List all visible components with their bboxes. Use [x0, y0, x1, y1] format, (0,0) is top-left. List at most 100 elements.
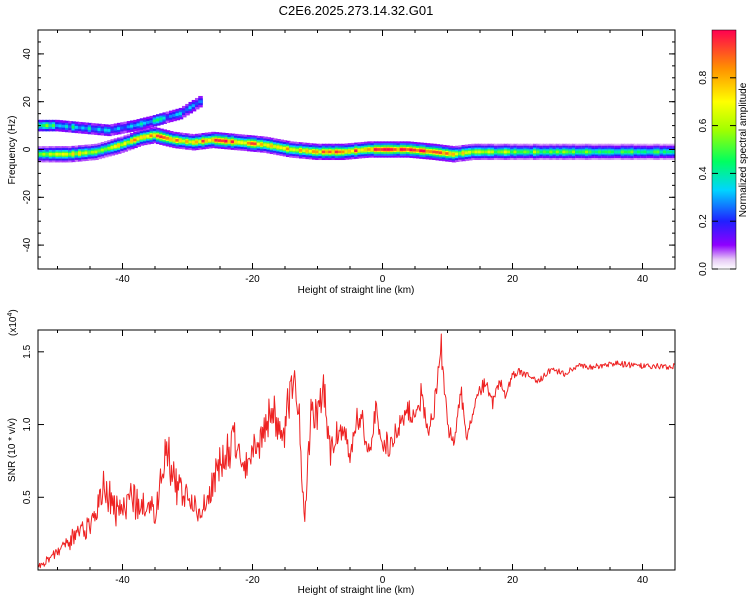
heatmap-cell	[178, 112, 184, 116]
heatmap-cell	[497, 150, 502, 154]
heatmap-cell	[227, 140, 233, 143]
heatmap-cell	[490, 150, 496, 154]
heatmap-cell	[516, 150, 522, 154]
heatmap-cell	[48, 124, 54, 128]
heatmap-cell	[513, 150, 519, 154]
heatmap-cell	[464, 151, 470, 155]
y-tick-label: -20	[22, 190, 33, 205]
heatmap-cell	[383, 148, 389, 151]
heatmap-cell	[120, 143, 125, 147]
heatmap-cell	[601, 150, 606, 154]
heatmap-cell	[38, 152, 44, 156]
heatmap-cell	[188, 106, 194, 110]
heatmap-cell	[646, 150, 652, 154]
heatmap-cell	[656, 150, 662, 154]
heatmap-cell	[633, 150, 639, 154]
colorbar-ticks: 0.0 0.2 0.4 0.6 0.8	[698, 70, 736, 276]
heatmap-cell	[243, 141, 249, 145]
heatmap-cell	[594, 150, 600, 154]
heatmap-cell	[220, 139, 226, 143]
heatmap-cell	[545, 150, 551, 154]
heatmap-cell	[643, 150, 649, 154]
heatmap-cell	[207, 139, 213, 142]
heatmap-cell	[185, 108, 190, 112]
heatmap-cell	[422, 149, 428, 153]
heatmap-cell	[308, 149, 314, 153]
heatmap-cell	[519, 150, 525, 154]
heatmap-cell	[627, 150, 632, 154]
heatmap-cell	[571, 150, 577, 154]
x-tick-label: -40	[115, 575, 130, 586]
heatmap-cell	[136, 123, 142, 127]
heatmap-cell	[610, 150, 616, 154]
heatmap-cell	[159, 117, 164, 121]
snr-x-ticks: -40 -20 0 20 40	[57, 330, 676, 586]
heatmap-cell	[165, 115, 171, 119]
heatmap-cell	[484, 150, 489, 154]
heatmap-cell	[126, 141, 132, 144]
x-tick-label: -20	[245, 274, 260, 285]
x-tick-label: 0	[380, 575, 386, 586]
heatmap-cell	[84, 151, 90, 155]
heatmap-cell	[617, 150, 623, 154]
heatmap-cell	[331, 150, 337, 154]
heatmap-cell	[406, 148, 411, 151]
colorbar-label: Normalized spectral amplitude	[738, 82, 749, 217]
heatmap-cell	[103, 147, 109, 151]
heatmap-cell	[64, 125, 70, 128]
heatmap-cell	[539, 150, 545, 154]
y-tick-label: -40	[22, 237, 33, 252]
heatmap-cell	[71, 125, 77, 129]
heatmap-cell	[344, 150, 350, 153]
heatmap-cell	[204, 139, 210, 143]
heatmap-cell	[214, 138, 220, 142]
heatmap-cell	[152, 133, 158, 137]
heatmap-cell	[55, 152, 60, 156]
heatmap-cell	[334, 150, 340, 154]
heatmap-cell	[396, 148, 402, 151]
heatmap-cell	[620, 150, 626, 154]
heatmap-cell	[328, 150, 333, 154]
heatmap-cell	[623, 150, 629, 154]
heatmap-cell	[302, 149, 307, 153]
heatmap-cell	[168, 137, 174, 141]
heatmap-cell	[636, 150, 642, 154]
heatmap-cell	[198, 140, 203, 143]
heatmap-cell	[155, 134, 161, 138]
heatmap-cell	[129, 124, 135, 128]
heatmap-cell	[305, 149, 311, 153]
heatmap-cell	[552, 150, 558, 154]
heatmap-cell	[669, 150, 675, 154]
y-tick-label: 40	[22, 48, 33, 60]
heatmap-cell	[370, 148, 376, 151]
snr-exponent-power: 4	[7, 313, 14, 317]
heatmap-cell	[474, 150, 480, 154]
heatmap-cell	[191, 141, 197, 144]
spectrogram-y-axis-label: Frequency (Hz)	[7, 116, 18, 185]
heatmap-cell	[61, 124, 67, 128]
heatmap-cell	[58, 124, 64, 128]
heatmap-cell	[64, 152, 70, 156]
heatmap-cell	[110, 146, 116, 149]
heatmap-cell	[448, 152, 454, 156]
heatmap-cell	[380, 148, 385, 151]
snr-exponent-suffix: )	[8, 309, 19, 312]
heatmap-cell	[367, 148, 372, 151]
heatmap-cell	[425, 149, 431, 153]
heatmap-cell	[42, 152, 47, 156]
heatmap-cell	[142, 135, 148, 139]
y-tick-label: 20	[22, 96, 33, 108]
heatmap-cell	[110, 128, 116, 132]
heatmap-cell	[240, 141, 246, 144]
heatmap-cell	[584, 150, 590, 154]
heatmap-cell	[659, 150, 665, 154]
heatmap-cell	[139, 122, 145, 126]
heatmap-cell	[321, 150, 327, 154]
heatmap-cell	[120, 126, 125, 130]
heatmap-cell	[181, 139, 187, 143]
heatmap-cell	[194, 140, 200, 144]
heatmap-cell	[432, 150, 437, 154]
heatmap-cell	[181, 110, 187, 114]
heatmap-cell	[162, 116, 168, 120]
heatmap-cell	[399, 148, 405, 151]
